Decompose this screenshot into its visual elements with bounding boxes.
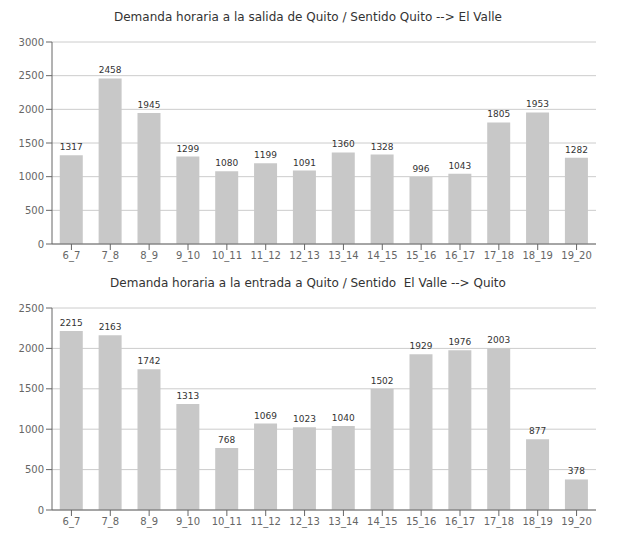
svg-text:1023: 1023	[293, 414, 316, 424]
svg-text:1000: 1000	[19, 424, 44, 435]
svg-text:1091: 1091	[293, 158, 316, 168]
svg-text:877: 877	[529, 426, 546, 436]
svg-text:14_15: 14_15	[367, 250, 397, 262]
html-text:Demanda horaria a la salida de: Demanda horaria a la salida de Quito / S…	[114, 10, 502, 24]
svg-text:14_15: 14_15	[367, 516, 397, 528]
svg-text:0: 0	[38, 505, 44, 516]
svg-text:1328: 1328	[371, 142, 394, 152]
svg-text:1500: 1500	[19, 383, 44, 394]
svg-text:378: 378	[568, 466, 585, 476]
svg-text:996: 996	[412, 164, 429, 174]
svg-text:1929: 1929	[410, 341, 433, 351]
svg-text:2500: 2500	[19, 303, 44, 314]
svg-text:1500: 1500	[19, 138, 44, 149]
svg-text:1299: 1299	[176, 144, 199, 154]
svg-text:6_7: 6_7	[63, 250, 81, 262]
svg-text:3000: 3000	[19, 37, 44, 48]
svg-text:1742: 1742	[138, 356, 161, 366]
svg-text:1000: 1000	[19, 171, 44, 182]
svg-text:2000: 2000	[19, 343, 44, 354]
svg-text:16_17: 16_17	[445, 516, 475, 528]
svg-text:2458: 2458	[99, 65, 122, 75]
svg-text:768: 768	[218, 435, 235, 445]
svg-text:19_20: 19_20	[561, 516, 591, 528]
svg-text:1502: 1502	[371, 376, 394, 386]
svg-text:1805: 1805	[487, 109, 510, 119]
svg-text:12_13: 12_13	[289, 516, 319, 528]
svg-text:13_14: 13_14	[328, 250, 358, 262]
html-text:Demanda horaria a la entrada a: Demanda horaria a la entrada a Quito / S…	[110, 276, 506, 290]
svg-text:13_14: 13_14	[328, 516, 358, 528]
svg-text:2500: 2500	[19, 70, 44, 81]
svg-text:1199: 1199	[254, 150, 277, 160]
svg-text:15_16: 15_16	[406, 516, 436, 528]
svg-text:1976: 1976	[448, 337, 471, 347]
svg-text:1282: 1282	[565, 145, 588, 155]
svg-text:500: 500	[25, 464, 44, 475]
svg-text:9_10: 9_10	[176, 250, 200, 262]
svg-text:500: 500	[25, 205, 44, 216]
svg-text:1069: 1069	[254, 411, 277, 421]
svg-text:1313: 1313	[176, 391, 199, 401]
svg-text:8_9: 8_9	[140, 250, 158, 262]
svg-text:18_19: 18_19	[522, 516, 552, 528]
svg-text:1360: 1360	[332, 139, 355, 149]
svg-text:19_20: 19_20	[561, 250, 591, 262]
svg-text:11_12: 11_12	[250, 250, 280, 262]
svg-text:2215: 2215	[60, 318, 83, 328]
svg-text:7_8: 7_8	[101, 516, 119, 528]
svg-text:0: 0	[38, 239, 44, 250]
svg-text:2163: 2163	[99, 322, 122, 332]
svg-text:18_19: 18_19	[522, 250, 552, 262]
svg-text:17_18: 17_18	[484, 516, 514, 528]
svg-text:15_16: 15_16	[406, 250, 436, 262]
svg-text:2003: 2003	[487, 335, 510, 345]
svg-text:2000: 2000	[19, 104, 44, 115]
svg-text:8_9: 8_9	[140, 516, 158, 528]
svg-text:9_10: 9_10	[176, 516, 200, 528]
svg-text:11_12: 11_12	[250, 516, 280, 528]
svg-text:7_8: 7_8	[101, 250, 119, 262]
svg-text:10_11: 10_11	[212, 250, 242, 262]
svg-text:16_17: 16_17	[445, 250, 475, 262]
svg-text:1040: 1040	[332, 413, 355, 423]
svg-text:1945: 1945	[138, 100, 161, 110]
svg-text:1080: 1080	[215, 158, 238, 168]
svg-text:10_11: 10_11	[212, 516, 242, 528]
svg-text:1953: 1953	[526, 99, 549, 109]
svg-text:1317: 1317	[60, 142, 83, 152]
svg-text:6_7: 6_7	[63, 516, 81, 528]
svg-text:17_18: 17_18	[484, 250, 514, 262]
svg-text:12_13: 12_13	[289, 250, 319, 262]
svg-text:1043: 1043	[448, 161, 471, 171]
